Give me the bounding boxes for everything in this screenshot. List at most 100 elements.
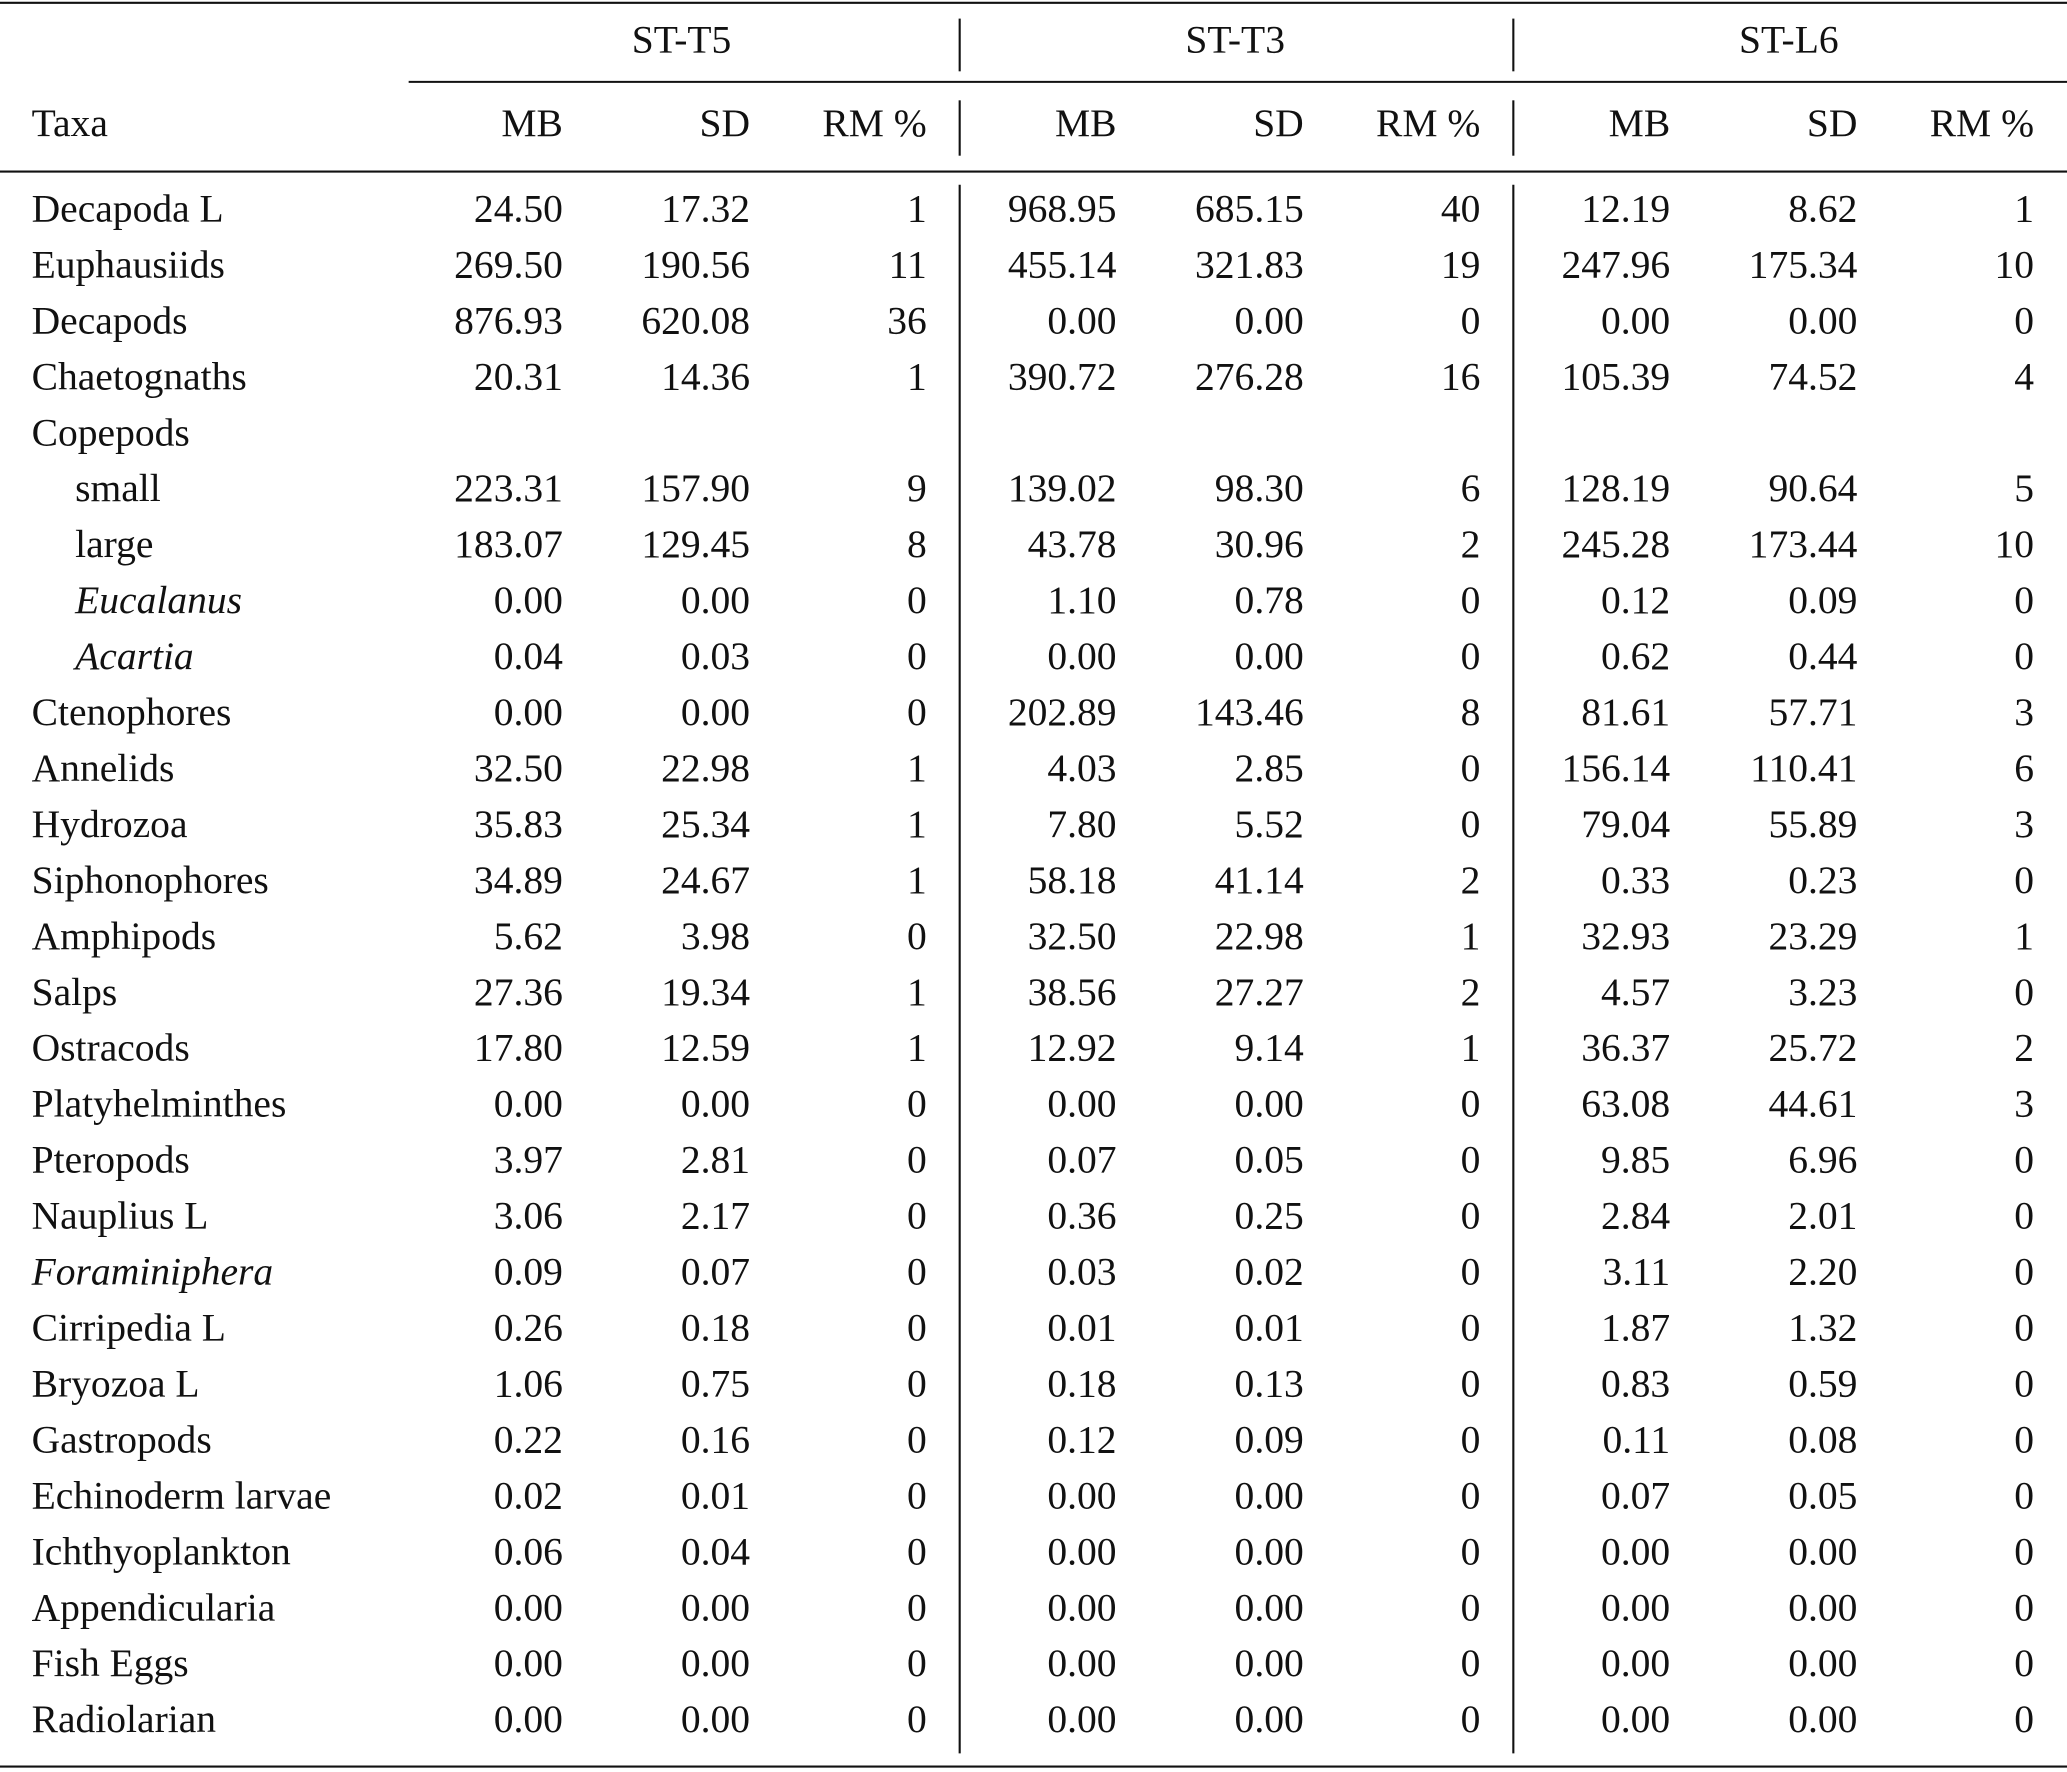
cell: 1 [907,802,927,846]
cell: 269.50 [454,242,563,286]
cell: 0 [907,1361,927,1405]
cell: 23.29 [1768,914,1857,958]
cell: 0.44 [1788,634,1857,678]
cell: 43.78 [1028,522,1117,566]
cell: 0.00 [1601,1697,1670,1741]
cell: 0.26 [494,1305,563,1349]
cell: 0.00 [1235,1585,1304,1629]
cell: 1 [907,354,927,398]
cell: 2 [1461,858,1481,902]
cell: 0 [2014,858,2034,902]
cell: 79.04 [1581,802,1670,846]
cell: 0.05 [1788,1473,1857,1517]
group-header: ST-T3 [1185,18,1285,62]
column-header: SD [700,101,751,145]
cell: 0.00 [1235,1082,1304,1126]
cell: 3.06 [494,1194,563,1238]
cell: 10 [1995,242,2035,286]
cell: 0.00 [1235,634,1304,678]
cell: 1.87 [1601,1305,1670,1349]
cell: 129.45 [641,522,750,566]
cell: 1 [907,186,927,230]
cell: 36.37 [1581,1026,1670,1070]
cell: 0.12 [1047,1417,1116,1461]
cell: 0.00 [1047,1697,1116,1741]
cell: 0 [2014,1305,2034,1349]
cell: 0 [1461,1473,1481,1517]
column-header: RM % [1930,101,2034,145]
cell: 1.10 [1047,578,1116,622]
cell: 0.12 [1601,578,1670,622]
cell: 0.01 [681,1473,750,1517]
column-header: Taxa [32,101,108,145]
cell: 0.00 [1235,1473,1304,1517]
cell: 0.33 [1601,858,1670,902]
cell: 0.25 [1235,1194,1304,1238]
cell: 0 [1461,1138,1481,1182]
cell: 175.34 [1749,242,1858,286]
cell: 0.00 [681,690,750,734]
cell: 0.22 [494,1417,563,1461]
cell: 24.50 [474,186,563,230]
cell: 0.00 [681,578,750,622]
cell: 8 [907,522,927,566]
cell: 0 [907,690,927,734]
cell: 0 [907,1641,927,1685]
cell: 0 [2014,1361,2034,1405]
row-label: Bryozoa L [32,1361,200,1405]
cell: 0.00 [1788,298,1857,342]
cell: 17.32 [661,186,750,230]
row-label: Platyhelminthes [32,1082,287,1126]
cell: 0.04 [681,1529,750,1573]
cell: 183.07 [454,522,563,566]
cell: 4 [2014,354,2034,398]
cell: 10 [1995,522,2035,566]
row-label: Ichthyoplankton [32,1529,291,1573]
cell: 20.31 [474,354,563,398]
cell: 968.95 [1008,186,1117,230]
cell: 6.96 [1788,1138,1857,1182]
cell: 0 [2014,1641,2034,1685]
cell: 0.75 [681,1361,750,1405]
cell: 1.06 [494,1361,563,1405]
cell: 0 [1461,1082,1481,1126]
cell: 190.56 [641,242,750,286]
column-header: SD [1253,101,1304,145]
cell: 3.97 [494,1138,563,1182]
cell: 0 [2014,1529,2034,1573]
cell: 0.00 [1047,298,1116,342]
cell: 0.00 [1047,1473,1116,1517]
cell: 0 [907,1529,927,1573]
cell: 0 [2014,1473,2034,1517]
cell: 3.23 [1788,970,1857,1014]
cell: 0.00 [1047,1641,1116,1685]
cell: 0.05 [1235,1138,1304,1182]
cell: 0 [2014,1250,2034,1294]
cell: 0.00 [1788,1641,1857,1685]
row-label: Echinoderm larvae [32,1473,332,1517]
row-label: Amphipods [32,914,216,958]
cell: 98.30 [1215,466,1304,510]
cell: 7.80 [1047,802,1116,846]
cell: 0 [1461,1194,1481,1238]
cell: 38.56 [1028,970,1117,1014]
cell: 390.72 [1008,354,1117,398]
column-header: RM % [1376,101,1480,145]
row-label: Euphausiids [32,242,225,286]
cell: 0.00 [681,1641,750,1685]
cell: 139.02 [1008,466,1117,510]
cell: 40 [1441,186,1481,230]
cell: 157.90 [641,466,750,510]
cell: 0.83 [1601,1361,1670,1405]
cell: 0.00 [1788,1585,1857,1629]
cell: 0.01 [1235,1305,1304,1349]
cell: 0 [907,1082,927,1126]
cell: 3.98 [681,914,750,958]
cell: 0 [907,1417,927,1461]
cell: 36 [887,298,927,342]
cell: 3 [2014,1082,2034,1126]
cell: 2.84 [1601,1194,1670,1238]
cell: 0.07 [681,1250,750,1294]
cell: 9.85 [1601,1138,1670,1182]
cell: 0.00 [1235,1529,1304,1573]
